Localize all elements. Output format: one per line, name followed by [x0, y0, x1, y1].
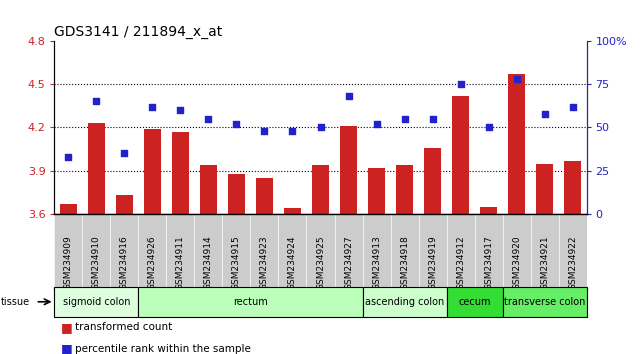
Bar	[172, 132, 189, 214]
Bar	[363, 287, 447, 317]
Bar	[447, 287, 503, 317]
Point	[315, 125, 326, 130]
Text: percentile rank within the sample: percentile rank within the sample	[75, 344, 251, 354]
Text: ■: ■	[61, 321, 72, 334]
Text: tissue: tissue	[1, 297, 29, 307]
Text: transformed count: transformed count	[75, 322, 172, 332]
Bar	[200, 165, 217, 214]
Text: GDS3141 / 211894_x_at: GDS3141 / 211894_x_at	[54, 25, 222, 39]
Text: cecum: cecum	[458, 297, 491, 307]
Text: ■: ■	[61, 342, 72, 354]
Point	[344, 93, 354, 99]
Point	[512, 76, 522, 82]
Bar	[228, 174, 245, 214]
Bar	[54, 287, 138, 317]
Bar	[424, 148, 441, 214]
Point	[483, 125, 494, 130]
Bar	[88, 123, 105, 214]
Bar	[256, 178, 273, 214]
Bar	[564, 161, 581, 214]
Bar	[116, 195, 133, 214]
Text: ascending colon: ascending colon	[365, 297, 444, 307]
Bar	[312, 165, 329, 214]
Text: transverse colon: transverse colon	[504, 297, 585, 307]
Bar	[452, 96, 469, 214]
Point	[287, 128, 297, 134]
Point	[63, 154, 74, 160]
Bar	[340, 126, 357, 214]
Text: sigmoid colon: sigmoid colon	[63, 297, 130, 307]
Point	[203, 116, 213, 122]
Text: rectum: rectum	[233, 297, 268, 307]
Point	[539, 111, 549, 116]
Point	[147, 104, 158, 109]
Bar	[536, 164, 553, 214]
Point	[119, 150, 129, 156]
Bar	[508, 74, 525, 214]
Bar	[368, 168, 385, 214]
Point	[428, 116, 438, 122]
Bar	[138, 287, 363, 317]
Point	[399, 116, 410, 122]
Bar	[503, 287, 587, 317]
Bar	[284, 209, 301, 214]
Bar	[60, 204, 77, 214]
Point	[260, 128, 270, 134]
Point	[176, 107, 186, 113]
Point	[567, 104, 578, 109]
Point	[92, 98, 102, 104]
Bar	[396, 165, 413, 214]
Point	[455, 81, 465, 87]
Bar	[144, 129, 161, 214]
Point	[371, 121, 381, 127]
Point	[231, 121, 242, 127]
Bar	[480, 207, 497, 214]
